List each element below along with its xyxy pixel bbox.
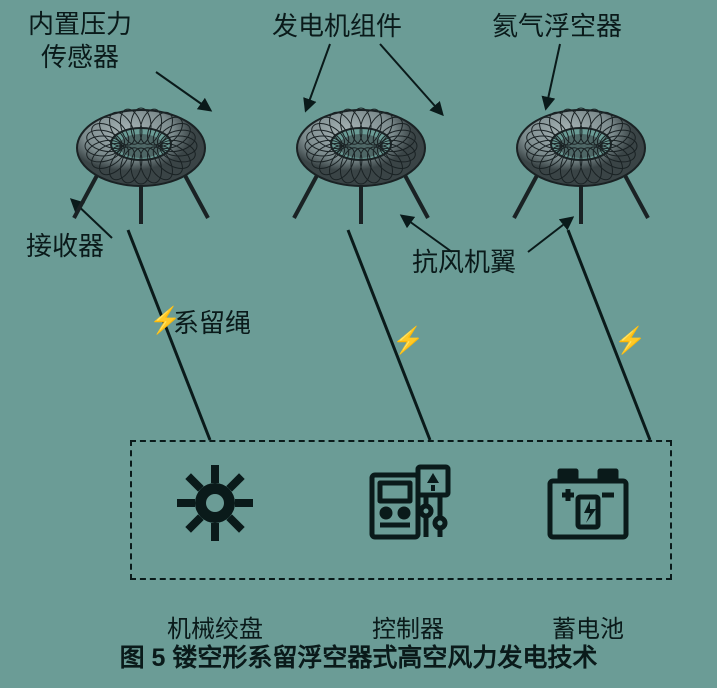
label-tether: 系留绳 xyxy=(173,307,251,340)
ground-item-winch: 机械绞盘 xyxy=(155,453,275,593)
lightning-icon-2: ⚡ xyxy=(392,325,424,356)
label-helium-aerostat: 氦气浮空器 xyxy=(492,10,622,43)
lightning-icon-3: ⚡ xyxy=(614,325,646,356)
lightning-icon-1: ⚡ xyxy=(149,305,181,336)
aerostat-2 xyxy=(276,98,446,238)
gear-icon xyxy=(165,453,265,553)
aerostat-3 xyxy=(496,98,666,238)
figure-caption: 图 5 镂空形系留浮空器式高空风力发电技术 xyxy=(0,638,717,674)
label-pressure-sensor: 内置压力 传感器 xyxy=(28,8,132,73)
ground-item-battery: 蓄电池 xyxy=(528,453,648,593)
aerostat-1 xyxy=(56,98,226,238)
label-generator: 发电机组件 xyxy=(272,10,402,43)
label-wind-wing: 抗风机翼 xyxy=(412,246,516,279)
battery-icon xyxy=(538,453,638,553)
ground-item-controller: 控制器 xyxy=(348,453,468,593)
controller-icon xyxy=(358,453,458,553)
